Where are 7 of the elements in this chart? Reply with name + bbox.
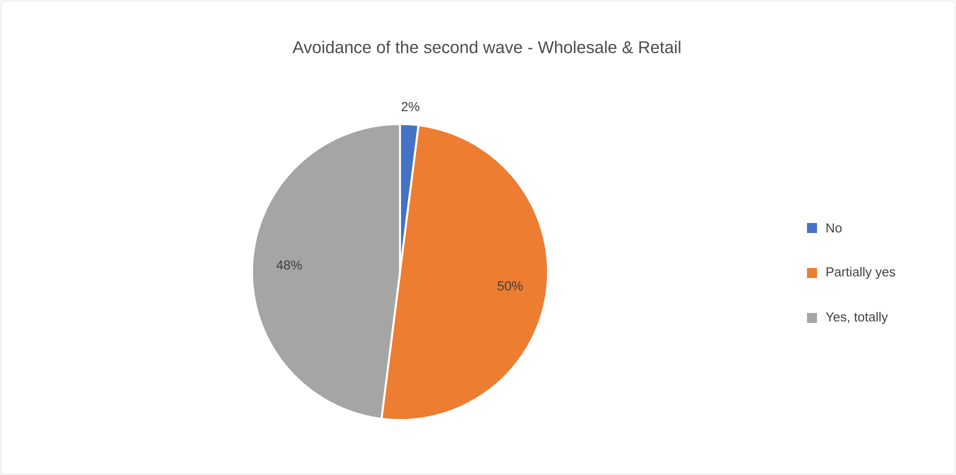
legend-label: Yes, totally bbox=[826, 312, 888, 324]
legend-label: No bbox=[826, 223, 842, 233]
data-label: 50% bbox=[498, 281, 523, 290]
chart-title: Avoidance of the second wave - Wholesale & Retail bbox=[292, 40, 680, 54]
data-label: 48% bbox=[276, 260, 302, 270]
data-label: 2% bbox=[402, 102, 420, 112]
legend-label: Partially yes bbox=[826, 266, 896, 280]
